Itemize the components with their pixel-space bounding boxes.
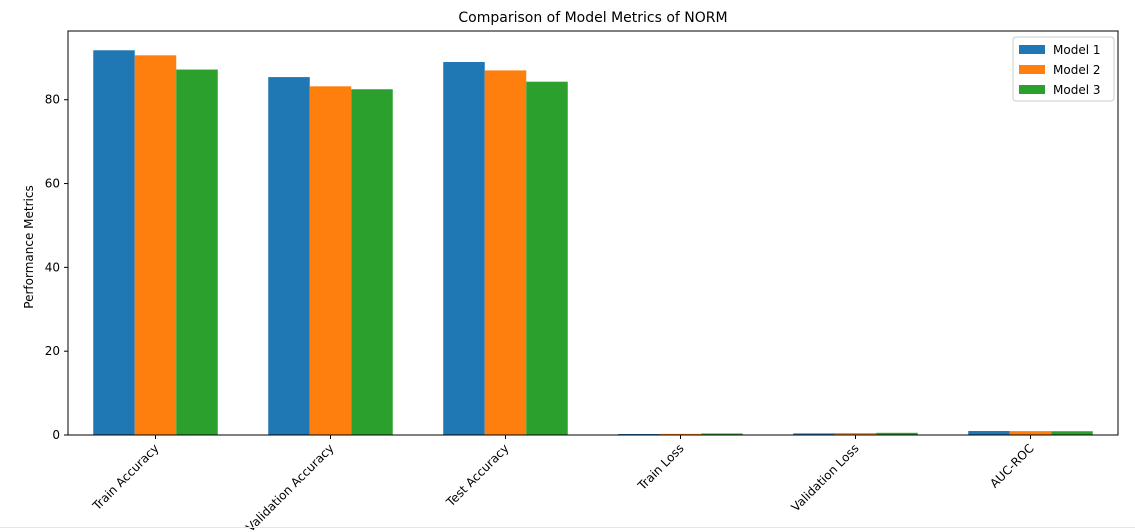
legend-swatch bbox=[1019, 45, 1045, 54]
bar-model-2 bbox=[484, 70, 527, 435]
bar-model-1 bbox=[93, 50, 135, 435]
legend-label: Model 3 bbox=[1053, 83, 1100, 97]
chart-title: Comparison of Model Metrics of NORM bbox=[458, 10, 727, 26]
legend-swatch bbox=[1019, 65, 1045, 74]
legend-label: Model 2 bbox=[1053, 63, 1100, 77]
legend-swatch bbox=[1019, 85, 1045, 94]
y-tick-label: 80 bbox=[45, 93, 60, 107]
bar-model-3 bbox=[1051, 431, 1093, 435]
y-tick-label: 60 bbox=[45, 177, 60, 191]
y-tick-label: 0 bbox=[52, 428, 60, 442]
bar-model-1 bbox=[268, 77, 310, 436]
bar-model-2 bbox=[659, 433, 702, 435]
bar-model-1 bbox=[968, 431, 1010, 435]
bottom-divider bbox=[0, 527, 1135, 528]
y-tick-label: 20 bbox=[45, 344, 60, 358]
bar-model-3 bbox=[526, 81, 568, 436]
bar-model-3 bbox=[351, 89, 393, 435]
bar-model-3 bbox=[876, 432, 918, 435]
legend: Model 1 Model 2 Model 3 bbox=[1012, 36, 1115, 102]
bar-model-1 bbox=[793, 433, 835, 435]
axes-frame bbox=[67, 30, 1119, 436]
bar-model-2 bbox=[1009, 431, 1052, 435]
bar-model-2 bbox=[834, 433, 877, 435]
y-axis-label: Performance Metrics bbox=[22, 185, 36, 308]
bar-model-3 bbox=[176, 69, 218, 435]
legend-label: Model 1 bbox=[1053, 43, 1100, 57]
y-tick-label: 40 bbox=[45, 260, 60, 274]
bar-model-1 bbox=[443, 62, 485, 435]
bar-model-2 bbox=[309, 86, 352, 435]
bar-model-2 bbox=[134, 55, 177, 435]
bar-model-3 bbox=[701, 433, 743, 435]
